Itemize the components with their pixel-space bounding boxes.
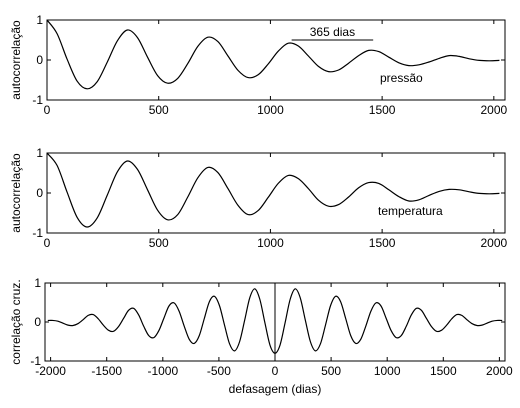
data-line: [47, 288, 503, 354]
x-tick-label: -1500: [91, 364, 122, 378]
y-axis-label: autocorrelação: [9, 20, 23, 100]
y-tick-label: -1: [32, 226, 43, 240]
x-tick-label: 1500: [369, 236, 396, 250]
x-tick-label: 1500: [369, 103, 396, 117]
x-tick-label: 1000: [374, 364, 401, 378]
x-tick-label: -500: [207, 364, 231, 378]
y-tick-label: 0: [34, 315, 41, 329]
y-axis-label: autocorrelação: [9, 153, 23, 233]
y-tick-label: 1: [36, 13, 43, 27]
x-axis-label: defasagem (dias): [229, 382, 322, 396]
y-tick-label: 1: [36, 146, 43, 160]
y-axis-label: correlação cruz.: [9, 279, 23, 364]
annotation-text: 365 dias: [310, 25, 355, 39]
y-tick-label: 0: [36, 186, 43, 200]
data-line: [46, 152, 500, 228]
y-tick-label: 0: [36, 53, 43, 67]
series-label: temperatura: [378, 204, 443, 218]
x-tick-label: 0: [44, 236, 51, 250]
y-tick-label: -1: [32, 93, 43, 107]
x-tick-label: 0: [44, 103, 51, 117]
series-label: pressão: [380, 71, 423, 85]
x-tick-label: 1500: [430, 364, 457, 378]
x-tick-label: -1000: [147, 364, 178, 378]
x-tick-label: 2000: [480, 103, 507, 117]
y-tick-label: 1: [34, 276, 41, 290]
y-tick-label: -1: [30, 354, 41, 368]
x-tick-label: -2000: [35, 364, 66, 378]
x-tick-label: 0: [272, 364, 279, 378]
data-line: [46, 19, 500, 90]
x-tick-label: 2000: [480, 236, 507, 250]
x-tick-label: 1000: [257, 236, 284, 250]
x-tick-label: 500: [149, 103, 169, 117]
x-tick-label: 500: [321, 364, 341, 378]
x-tick-label: 500: [149, 236, 169, 250]
x-tick-label: 2000: [486, 364, 513, 378]
x-tick-label: 1000: [257, 103, 284, 117]
